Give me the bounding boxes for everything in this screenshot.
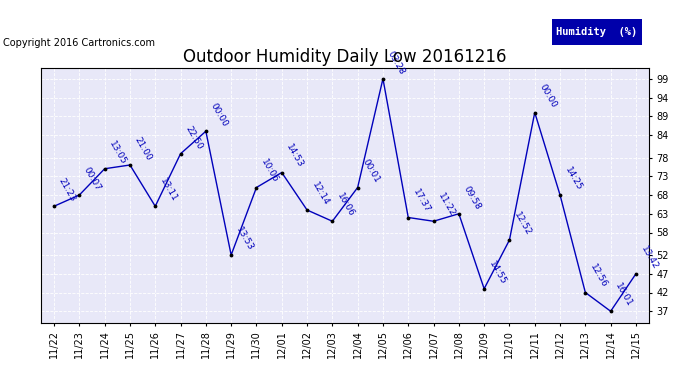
Text: 12:56: 12:56	[588, 263, 609, 290]
Text: 00:00: 00:00	[208, 102, 229, 129]
Text: 16:01: 16:01	[613, 282, 634, 309]
Text: 21:00: 21:00	[132, 135, 153, 162]
Text: 14:53: 14:53	[284, 143, 305, 170]
Text: 11:22: 11:22	[436, 192, 457, 219]
Text: 22:50: 22:50	[184, 124, 204, 151]
Text: 13:42: 13:42	[639, 244, 660, 271]
Text: Humidity  (%): Humidity (%)	[556, 27, 638, 37]
Text: 09:58: 09:58	[462, 184, 482, 211]
Text: 10:06: 10:06	[259, 158, 280, 185]
Title: Outdoor Humidity Daily Low 20161216: Outdoor Humidity Daily Low 20161216	[184, 48, 506, 66]
Text: 12:52: 12:52	[512, 210, 533, 237]
Text: 14:55: 14:55	[487, 259, 508, 286]
Text: 21:23: 21:23	[57, 177, 77, 204]
Text: 03:28: 03:28	[386, 49, 406, 76]
Text: 00:01: 00:01	[360, 158, 381, 185]
Text: 14:25: 14:25	[563, 165, 584, 192]
Text: 13:53: 13:53	[234, 225, 255, 252]
Text: 17:37: 17:37	[411, 188, 432, 215]
Text: 16:06: 16:06	[335, 192, 356, 219]
Text: 00:07: 00:07	[82, 165, 103, 192]
Text: 13:05: 13:05	[108, 139, 128, 166]
Text: 13:11: 13:11	[158, 177, 179, 204]
Text: 00:00: 00:00	[538, 83, 558, 110]
Text: 12:14: 12:14	[310, 180, 331, 207]
Text: Copyright 2016 Cartronics.com: Copyright 2016 Cartronics.com	[3, 38, 155, 48]
